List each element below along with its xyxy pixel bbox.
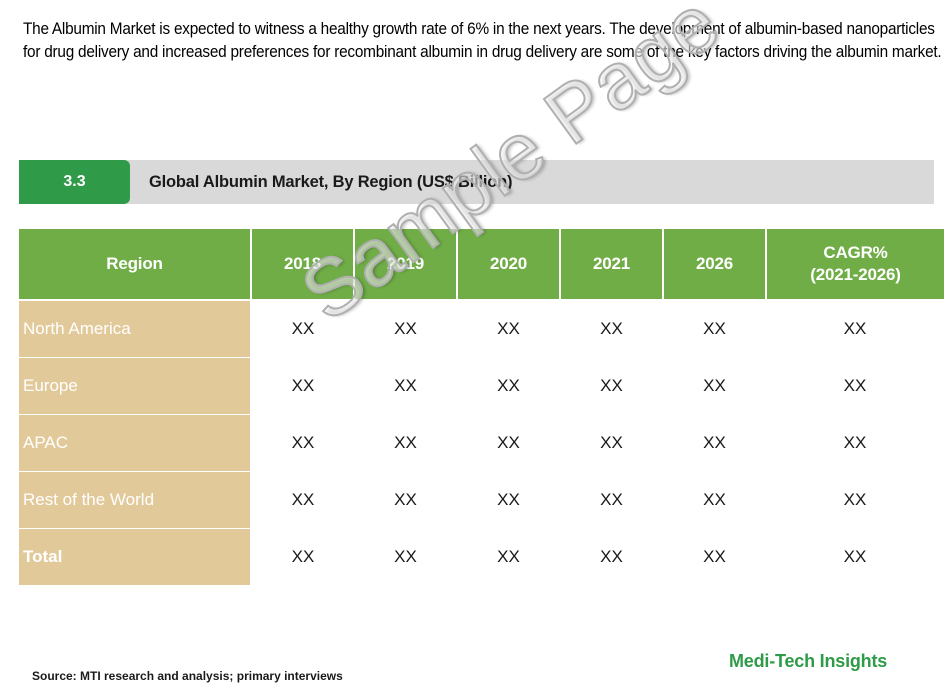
cell-cagr: XX	[766, 299, 944, 358]
header-region: Region	[19, 229, 252, 300]
cell-2019: XX	[354, 414, 457, 472]
section-title-bar	[119, 160, 934, 204]
cell-2018: XX	[251, 471, 354, 529]
cell-2021: XX	[560, 471, 663, 529]
cell-2018: XX	[251, 528, 354, 586]
row-region: APAC	[19, 414, 252, 472]
cell-2020: XX	[457, 471, 560, 529]
cell-2026: XX	[663, 528, 766, 586]
table-row: APAC XX XX XX XX XX XX	[19, 414, 944, 472]
row-region: Rest of the World	[19, 471, 252, 529]
market-table: Region 2018 2019 2020 2021 2026 CAGR% (2…	[19, 229, 944, 586]
cell-2026: XX	[663, 357, 766, 415]
section-number: 3.3	[19, 160, 130, 204]
cell-cagr: XX	[766, 528, 944, 586]
cell-2021: XX	[560, 528, 663, 586]
brand-logo-text: Medi-Tech Insights	[729, 651, 888, 671]
row-region-total: Total	[19, 528, 252, 586]
section-title: Global Albumin Market, By Region (US$ Bi…	[149, 173, 513, 191]
cell-2019: XX	[354, 471, 457, 529]
table-row: Rest of the World XX XX XX XX XX XX	[19, 471, 944, 529]
header-2026: 2026	[663, 229, 767, 300]
cell-2018: XX	[251, 299, 354, 358]
header-2019: 2019	[354, 229, 458, 300]
cell-cagr: XX	[766, 357, 944, 415]
cell-2026: XX	[663, 471, 766, 529]
cell-2021: XX	[560, 357, 663, 415]
cell-2018: XX	[251, 357, 354, 415]
header-2018: 2018	[251, 229, 355, 300]
table-header-row: Region 2018 2019 2020 2021 2026 CAGR% (2…	[19, 229, 944, 300]
cell-cagr: XX	[766, 471, 944, 529]
header-cagr-line1: CAGR%	[823, 243, 888, 262]
table-row: Europe XX XX XX XX XX XX	[19, 357, 944, 415]
header-cagr-line2: (2021-2026)	[810, 265, 901, 284]
table-row-total: Total XX XX XX XX XX XX	[19, 528, 944, 586]
cell-2018: XX	[251, 414, 354, 472]
row-region: North America	[19, 299, 252, 358]
cell-2020: XX	[457, 528, 560, 586]
intro-paragraph: The Albumin Market is expected to witnes…	[23, 20, 942, 61]
cell-2019: XX	[354, 299, 457, 358]
cell-2021: XX	[560, 299, 663, 358]
cell-2019: XX	[354, 357, 457, 415]
header-2020: 2020	[457, 229, 561, 300]
cell-2026: XX	[663, 414, 766, 472]
cell-cagr: XX	[766, 414, 944, 472]
header-2021: 2021	[560, 229, 664, 300]
header-cagr: CAGR% (2021-2026)	[766, 229, 944, 300]
section-header: 3.3 Global Albumin Market, By Region (US…	[19, 160, 934, 204]
table-row: North America XX XX XX XX XX XX	[19, 299, 944, 358]
cell-2020: XX	[457, 299, 560, 358]
cell-2020: XX	[457, 357, 560, 415]
row-region: Europe	[19, 357, 252, 415]
cell-2021: XX	[560, 414, 663, 472]
cell-2019: XX	[354, 528, 457, 586]
cell-2026: XX	[663, 299, 766, 358]
cell-2020: XX	[457, 414, 560, 472]
source-note: Source: MTI research and analysis; prima…	[32, 669, 343, 683]
